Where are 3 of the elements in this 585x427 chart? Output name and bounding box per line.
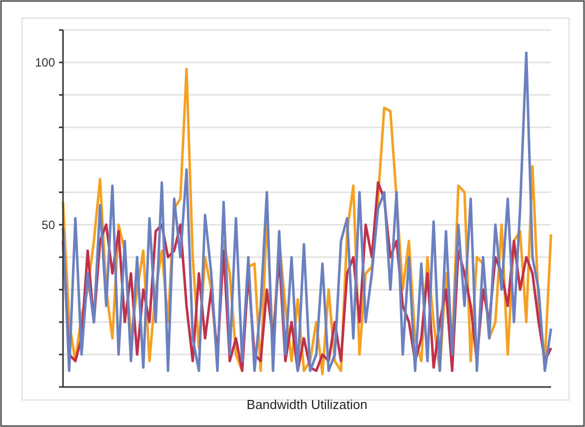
y-tick-label: 100 bbox=[34, 56, 56, 70]
x-axis-title: Bandwidth Utilization bbox=[246, 397, 368, 412]
y-tick-label: 50 bbox=[42, 218, 56, 232]
